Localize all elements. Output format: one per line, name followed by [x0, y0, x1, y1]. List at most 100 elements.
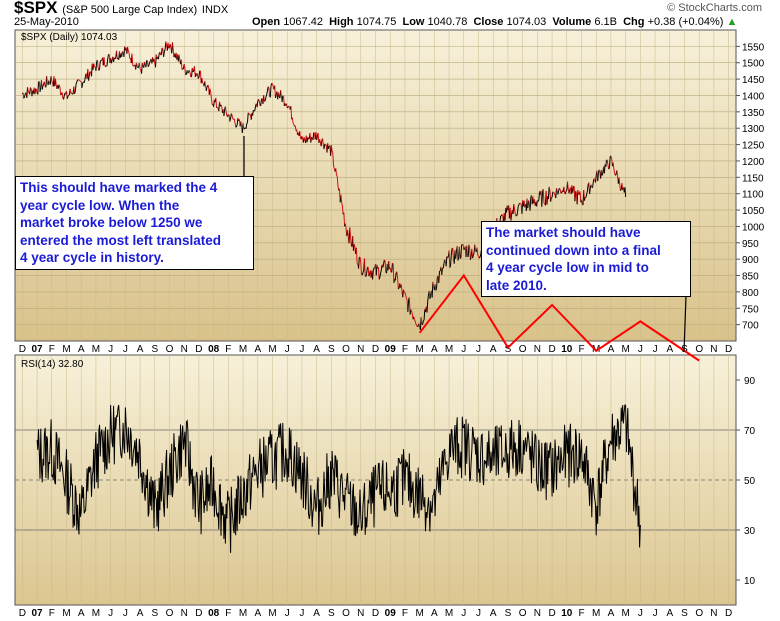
rsi-x-tick-label: N — [534, 608, 541, 619]
x-tick-label: A — [608, 344, 615, 355]
price-segment — [271, 82, 273, 85]
price-segment — [291, 117, 294, 124]
price-segment — [447, 256, 449, 259]
rsi-x-tick-label: A — [137, 608, 144, 619]
close-label: Close — [473, 16, 504, 28]
price-segment — [614, 174, 617, 176]
rsi-x-tick-label: D — [548, 608, 555, 619]
price-segment — [277, 92, 280, 97]
price-segment — [230, 113, 233, 116]
rsi-x-tick-label: F — [402, 608, 408, 619]
x-tick-label: J — [285, 344, 290, 355]
price-segment — [458, 246, 461, 259]
price-segment — [536, 200, 538, 207]
price-segment — [394, 272, 397, 281]
price-segment — [283, 95, 285, 106]
price-segment — [242, 123, 245, 130]
rsi-tick-label: 10 — [744, 576, 756, 587]
rsi-x-tick-label: S — [505, 608, 512, 619]
price-segment — [422, 319, 425, 322]
rsi-x-tick-label: O — [342, 608, 350, 619]
rsi-x-tick-label: S — [681, 608, 688, 619]
close-value: 1074.03 — [506, 16, 547, 28]
x-tick-label: O — [695, 344, 703, 355]
price-segment — [518, 202, 521, 205]
high-label: High — [329, 16, 354, 28]
symbol-title: $SPX (S&P 500 Large Cap Index) INDX — [14, 0, 228, 18]
price-segment — [316, 136, 318, 141]
price-segment — [252, 110, 254, 116]
price-segment — [552, 191, 554, 193]
price-segment — [444, 259, 446, 262]
price-segment — [274, 85, 276, 98]
rsi-x-tick-label: J — [299, 608, 304, 619]
price-segment — [183, 64, 186, 69]
rsi-x-tick-label: 07 — [32, 608, 44, 619]
price-segment — [366, 267, 368, 274]
price-segment — [455, 251, 457, 259]
price-segment — [106, 58, 109, 67]
price-segment — [116, 50, 118, 59]
left-callout-line: entered the most left translated — [20, 232, 222, 248]
price-segment — [618, 177, 621, 185]
price-segment — [141, 63, 143, 74]
x-tick-label: O — [519, 344, 527, 355]
price-segment — [543, 202, 546, 205]
price-segment — [422, 320, 424, 325]
price-segment — [608, 156, 611, 168]
rsi-x-tick-label: M — [268, 608, 276, 619]
price-segment — [592, 178, 595, 183]
price-segment — [285, 103, 288, 108]
brand-logo: © StockCharts.com — [667, 2, 762, 14]
price-segment — [427, 294, 429, 302]
price-segment — [407, 299, 410, 312]
price-segment — [579, 191, 582, 203]
x-tick-label: S — [151, 344, 158, 355]
rsi-tick-label: 70 — [744, 426, 756, 437]
price-segment — [555, 188, 558, 192]
price-segment — [514, 213, 517, 217]
price-segment — [414, 319, 416, 322]
price-segment — [405, 297, 408, 301]
price-segment — [94, 66, 96, 68]
price-segment — [69, 88, 72, 94]
price-segment — [165, 41, 168, 46]
price-segment — [161, 47, 164, 50]
price-segment — [280, 90, 282, 96]
price-segment — [198, 70, 201, 78]
price-segment — [590, 184, 593, 188]
price-segment — [435, 288, 438, 291]
open-label: Open — [252, 16, 281, 28]
left-callout-line: year cycle low. When the — [20, 197, 180, 213]
price-segment — [547, 186, 550, 200]
rsi-x-tick-label: M — [592, 608, 600, 619]
price-tick-label: 1150 — [742, 173, 764, 184]
x-tick-label: J — [476, 344, 481, 355]
x-tick-label: M — [62, 344, 70, 355]
price-segment — [98, 68, 101, 71]
price-tick-label: 1500 — [742, 59, 765, 70]
price-segment — [568, 189, 571, 194]
price-segment — [413, 316, 415, 321]
price-segment — [207, 84, 209, 87]
price-segment — [224, 106, 227, 112]
price-tick-label: 1000 — [742, 222, 765, 233]
left-callout-line: market broke below 1250 we — [20, 215, 203, 230]
price-segment — [312, 132, 315, 141]
price-segment — [319, 139, 321, 142]
price-segment — [83, 79, 86, 83]
price-segment — [41, 85, 44, 90]
price-segment — [335, 168, 338, 176]
rsi-x-tick-label: N — [710, 608, 717, 619]
price-segment — [576, 190, 579, 205]
price-segment — [477, 254, 479, 257]
price-segment — [529, 198, 532, 211]
price-segment — [368, 273, 371, 277]
right-callout-line: late 2010. — [486, 277, 547, 293]
price-segment — [181, 68, 184, 70]
rsi-x-tick-label: 09 — [385, 608, 397, 619]
volume-label: Volume — [552, 16, 592, 28]
exchange: INDX — [201, 4, 229, 16]
price-segment — [192, 70, 195, 73]
